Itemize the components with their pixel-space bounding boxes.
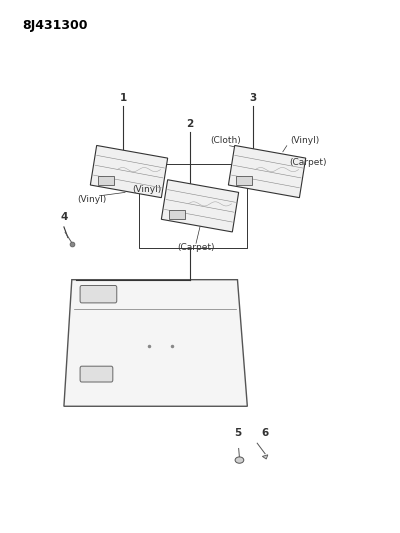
Polygon shape bbox=[262, 455, 268, 459]
Bar bbox=[98, 175, 114, 185]
Text: (Vinyl): (Vinyl) bbox=[77, 195, 106, 204]
Text: (Carpet): (Carpet) bbox=[289, 158, 326, 167]
Text: 6: 6 bbox=[262, 428, 269, 438]
Text: (Vinyl): (Vinyl) bbox=[132, 185, 161, 194]
FancyBboxPatch shape bbox=[80, 366, 113, 382]
Bar bbox=[236, 175, 252, 185]
Text: 4: 4 bbox=[60, 212, 68, 222]
Text: (Vinyl): (Vinyl) bbox=[291, 136, 320, 145]
Polygon shape bbox=[90, 146, 168, 198]
Text: 3: 3 bbox=[250, 93, 257, 103]
Text: (Carpet): (Carpet) bbox=[177, 243, 215, 252]
Polygon shape bbox=[161, 180, 239, 232]
Text: 1: 1 bbox=[120, 93, 127, 103]
Bar bbox=[169, 210, 185, 219]
Polygon shape bbox=[64, 280, 247, 406]
Text: 8J431300: 8J431300 bbox=[22, 19, 88, 31]
Text: 5: 5 bbox=[234, 428, 241, 438]
Polygon shape bbox=[228, 146, 306, 198]
FancyBboxPatch shape bbox=[80, 286, 117, 303]
Ellipse shape bbox=[235, 457, 244, 463]
Text: 2: 2 bbox=[186, 119, 194, 130]
Text: (Cloth): (Cloth) bbox=[210, 136, 241, 145]
